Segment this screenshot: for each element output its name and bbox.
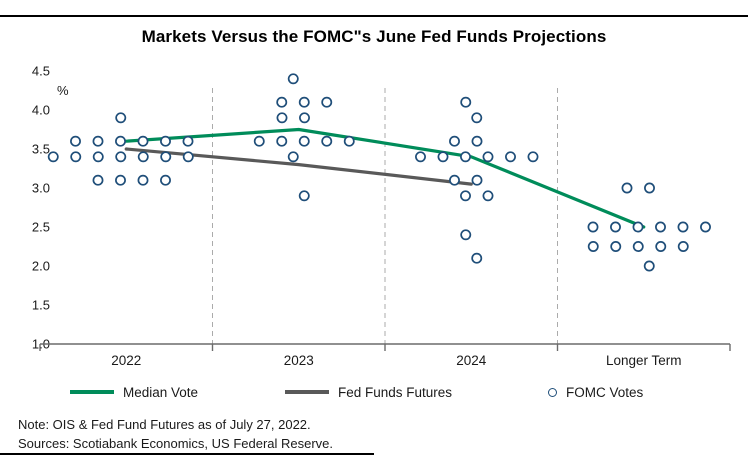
legend-label-fed-funds-futures: Fed Funds Futures <box>338 384 453 400</box>
fomc-vote-dot <box>449 174 460 186</box>
fomc-vote-dot <box>437 151 449 163</box>
fomc-vote-dot <box>482 190 494 202</box>
y-axis-unit-label: % <box>57 83 69 98</box>
y-tick-label: 4.0 <box>32 103 50 118</box>
chart-title: Markets Versus the FOMC"s June Fed Funds… <box>141 27 607 46</box>
fomc-vote-dot <box>655 241 667 252</box>
fomc-vote-dot <box>70 135 81 147</box>
x-tick-label: 2022 <box>111 353 141 368</box>
legend-item-median-vote: Median Vote <box>70 380 198 404</box>
fomc-vote-dot <box>643 260 655 272</box>
fomc-vote-dot <box>299 112 310 124</box>
fomc-vote-dot <box>505 151 516 163</box>
fomc-vote-dot <box>276 135 288 147</box>
fomc-vote-dot <box>47 151 59 163</box>
fed-funds-futures-line-swatch <box>285 390 329 394</box>
legend-label-fomc-votes: FOMC Votes <box>566 384 644 400</box>
sources-line: Sources: Scotiabank Economics, US Federa… <box>18 436 334 451</box>
fomc-vote-dot <box>677 221 689 233</box>
top-rule <box>0 15 748 17</box>
footnotes: Note: OIS & Fed Fund Futures as of July … <box>18 415 730 453</box>
fomc-vote-dot <box>160 151 172 163</box>
fomc-vote-dot <box>70 151 82 163</box>
y-tick-label: 2.5 <box>32 220 50 235</box>
fomc-vote-dot <box>92 135 104 147</box>
y-tick-label: 4.5 <box>32 64 50 79</box>
fomc-vote-dot <box>137 135 149 147</box>
fomc-vote-dot <box>287 151 299 163</box>
legend-label-median-vote: Median Vote <box>123 384 199 400</box>
fomc-vote-dot <box>471 135 483 147</box>
median-vote-line-swatch <box>70 390 114 394</box>
x-tick-label: 2024 <box>456 353 487 368</box>
fomc-vote-dot <box>321 135 333 147</box>
fomc-vote-dot <box>460 229 472 241</box>
fomc-vote-dot <box>182 151 194 163</box>
fomc-vote-dot <box>460 151 471 163</box>
fomc-vote-dot <box>182 135 194 147</box>
y-tick-label: 3.5 <box>32 142 50 157</box>
fomc-vote-dot <box>276 112 288 124</box>
fomc-vote-dot <box>449 135 460 147</box>
fomc-vote-dot <box>632 221 644 233</box>
fomc-vote-dot <box>115 135 126 147</box>
fomc-vote-dot <box>610 221 621 233</box>
fomc-vote-dot <box>115 174 126 186</box>
fomc-vote-dot <box>321 96 333 108</box>
fomc-vote-dot <box>276 96 288 108</box>
fomc-vote-dot <box>115 112 127 124</box>
fomc-vote-dot <box>471 112 483 124</box>
y-tick-label: 3.0 <box>32 181 50 196</box>
fomc-vote-dot <box>471 174 483 186</box>
fomc-vote-dot <box>160 135 171 147</box>
fomc-vote-dot <box>621 182 633 194</box>
fomc-votes-dot-swatch <box>548 387 557 397</box>
fomc-vote-dot <box>610 241 622 252</box>
median-vote-line <box>124 127 646 229</box>
fomc-vote-dot <box>137 174 149 186</box>
chart-legend: Median Vote Fed Funds Futures FOMC Votes <box>0 380 748 404</box>
fomc-vote-dot <box>677 241 689 252</box>
fomc-vote-dot <box>298 190 310 202</box>
fomc-vote-dot <box>298 96 310 108</box>
bottom-rule <box>0 453 374 455</box>
fomc-vote-dot <box>587 221 599 233</box>
fomc-vote-dot <box>137 151 149 163</box>
legend-item-fed-funds-futures: Fed Funds Futures <box>285 380 452 404</box>
fed-funds-projections-chart: 4.54.03.53.02.52.01.51.0%2022 2023 2024 Lon… <box>32 64 731 368</box>
fomc-vote-dot <box>644 182 655 194</box>
note-line: Note: OIS & Fed Fund Futures as of July … <box>18 417 311 432</box>
fomc-vote-dot <box>287 73 299 85</box>
fomc-vote-dot <box>700 221 711 233</box>
fomc-vote-dot <box>415 151 426 163</box>
x-tick-label: Longer Term <box>606 353 682 368</box>
x-tick-label: 2023 <box>284 353 314 368</box>
y-tick-label: 2.0 <box>32 259 50 274</box>
fomc-vote-dot <box>460 96 472 108</box>
fomc-vote-dot <box>527 151 539 163</box>
legend-item-fomc-votes: FOMC Votes <box>548 380 643 404</box>
fomc-vote-dot <box>632 241 644 252</box>
y-tick-label: 1.5 <box>32 298 50 313</box>
fomc-vote-dot <box>587 241 599 252</box>
fomc-vote-dot <box>298 135 310 147</box>
fomc-vote-dot <box>253 135 265 147</box>
fomc-vote-dot <box>471 252 483 264</box>
fomc-vote-dot <box>115 151 127 163</box>
fomc-vote-dot <box>343 135 355 147</box>
fomc-vote-dot <box>460 190 471 202</box>
fomc-vote-dot <box>160 174 171 186</box>
fomc-vote-dot <box>92 151 104 163</box>
fomc-vote-dot <box>92 174 104 186</box>
fomc-vote-dot <box>655 221 666 233</box>
fomc-vote-dot <box>482 151 494 163</box>
